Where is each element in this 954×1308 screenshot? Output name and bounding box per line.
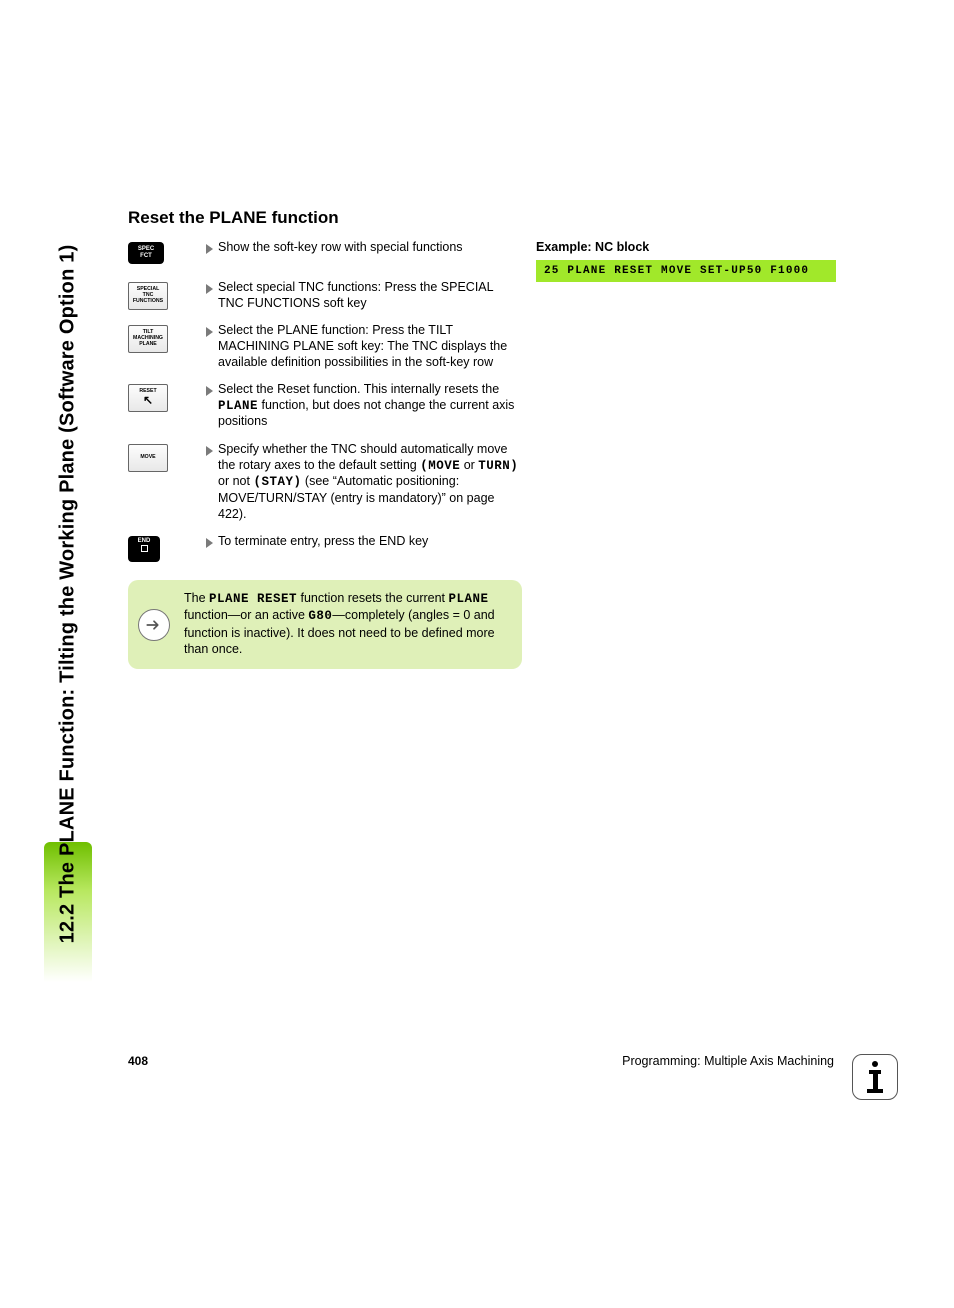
step-text: To terminate entry, press the END key — [218, 534, 522, 550]
info-icon — [852, 1054, 898, 1100]
step-row: SPEC FCT Show the soft-key row with speci… — [128, 240, 522, 268]
section-side-tab: 12.2 The PLANE Function: Tilting the Wor… — [44, 206, 92, 982]
page-number: 408 — [128, 1054, 148, 1068]
softkey-icon: TILT MACHINING PLANE — [128, 325, 168, 353]
footer-chapter-title: Programming: Multiple Axis Machining — [622, 1054, 834, 1068]
triangle-bullet-icon — [206, 284, 213, 294]
example-code-block: 25 PLANE RESET MOVE SET-UP50 F1000 — [536, 260, 836, 282]
triangle-bullet-icon — [206, 446, 213, 456]
step-text: Select special TNC functions: Press the … — [218, 280, 522, 311]
side-tab-label: 12.2 The PLANE Function: Tilting the Wor… — [57, 245, 80, 944]
example-heading: Example: NC block — [536, 240, 836, 254]
step-row: SPECIAL TNC FUNCTIONS Select special TNC … — [128, 280, 522, 311]
step-text: Show the soft-key row with special funct… — [218, 240, 522, 256]
softkey-icon: SPEC FCT — [128, 242, 168, 264]
step-row: MOVE Specify whether the TNC should autom… — [128, 442, 522, 522]
triangle-bullet-icon — [206, 327, 213, 337]
triangle-bullet-icon — [206, 386, 213, 396]
step-row: RESET↖ Select the Reset function. This in… — [128, 382, 522, 430]
note-text: The PLANE RESET function resets the curr… — [184, 591, 495, 656]
example-column: Example: NC block 25 PLANE RESET MOVE SE… — [536, 240, 836, 282]
step-text: Select the Reset function. This internal… — [218, 382, 522, 430]
step-row: TILT MACHINING PLANE Select the PLANE fun… — [128, 323, 522, 370]
steps-column: SPEC FCT Show the soft-key row with speci… — [128, 240, 522, 669]
softkey-icon: MOVE — [128, 444, 168, 472]
softkey-icon: SPECIAL TNC FUNCTIONS — [128, 282, 168, 310]
section-heading: Reset the PLANE function — [128, 208, 339, 228]
step-text: Select the PLANE function: Press the TIL… — [218, 323, 522, 370]
triangle-bullet-icon — [206, 244, 213, 254]
step-row: END To terminate entry, press the END key — [128, 534, 522, 562]
step-text: Specify whether the TNC should automatic… — [218, 442, 522, 522]
softkey-icon: RESET↖ — [128, 384, 168, 412]
note-arrow-icon — [138, 609, 170, 641]
note-box: The PLANE RESET function resets the curr… — [128, 580, 522, 669]
triangle-bullet-icon — [206, 538, 213, 548]
softkey-icon: END — [128, 536, 168, 562]
